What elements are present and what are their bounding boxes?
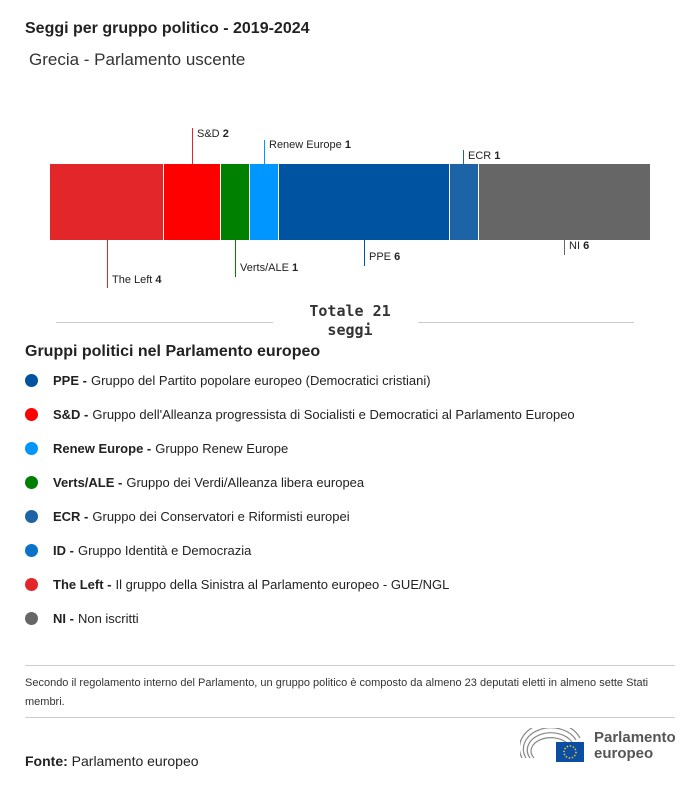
legend-dot-icon xyxy=(25,578,38,591)
legend-item: NI - Non iscritti xyxy=(25,611,139,626)
label-value: 2 xyxy=(222,128,229,140)
parliament-logo: Parlamento europeo xyxy=(520,728,684,764)
label-name: PPE xyxy=(369,251,392,263)
label-name: The Left xyxy=(112,274,153,286)
legend-item: ECR - Gruppo dei Conservatori e Riformist… xyxy=(25,509,350,524)
legend-abbr: PPE - xyxy=(53,373,87,388)
legend-dot-icon xyxy=(25,408,38,421)
legend-dot-icon xyxy=(25,510,38,523)
leader-line-left xyxy=(107,240,108,288)
bar-segment-verts-ale xyxy=(221,164,250,240)
label-value: 1 xyxy=(344,139,351,151)
label-name: S&D xyxy=(197,128,220,140)
leader-line-renew xyxy=(264,140,265,164)
legend-dot-icon xyxy=(25,374,38,387)
legend-abbr: ID - xyxy=(53,543,74,558)
label-name: Renew Europe xyxy=(269,139,342,151)
source: Fonte: Parlamento europeo xyxy=(25,753,199,769)
legend-desc: Gruppo dei Conservatori e Riformisti eur… xyxy=(92,509,350,524)
divider xyxy=(25,717,675,718)
legend-abbr: S&D - xyxy=(53,407,89,422)
leader-line-verts xyxy=(235,240,236,277)
divider xyxy=(418,322,634,323)
leader-line-ppe xyxy=(364,240,365,266)
label-sd: S&D 2 xyxy=(197,128,229,140)
legend-abbr: Renew Europe - xyxy=(53,441,152,456)
leader-line-sd xyxy=(192,128,193,164)
legend-item: PPE - Gruppo del Partito popolare europeo… xyxy=(25,373,431,388)
legend-item: Verts/ALE - Gruppo dei Verdi/Alleanza lib… xyxy=(25,475,364,490)
legend-dot-icon xyxy=(25,476,38,489)
label-the-left: The Left 4 xyxy=(112,274,162,286)
bar-segment-the-left xyxy=(50,164,165,240)
source-label: Fonte: xyxy=(25,753,68,769)
legend-desc: Gruppo Identità e Democrazia xyxy=(77,543,252,558)
legend-abbr: ECR - xyxy=(53,509,89,524)
hemicycle-flag-icon xyxy=(520,728,584,762)
label-value: 6 xyxy=(394,251,401,263)
label-value: 1 xyxy=(291,262,299,274)
legend-abbr: The Left - xyxy=(53,577,112,592)
legend-item: S&D - Gruppo dell'Alleanza progressista d… xyxy=(25,407,575,422)
stacked-bar xyxy=(50,164,650,240)
label-name: ECR xyxy=(468,150,492,162)
label-value: 6 xyxy=(583,240,590,252)
legend-item: The Left - Il gruppo della Sinistra al Pa… xyxy=(25,577,449,592)
bar-segment-ppe xyxy=(278,164,450,240)
legend-dot-icon xyxy=(25,544,38,557)
label-value: 4 xyxy=(155,274,162,286)
chart-subtitle: Grecia - Parlamento uscente xyxy=(29,50,246,69)
leader-line-ecr xyxy=(463,150,464,164)
total-seats: Totale 21 seggi xyxy=(309,302,391,339)
label-name: Verts/ALE xyxy=(240,262,289,274)
legend-desc: Il gruppo della Sinistra al Parlamento e… xyxy=(115,577,450,592)
legend-desc: Non iscritti xyxy=(77,611,139,626)
legend-title: Gruppi politici nel Parlamento europeo xyxy=(25,343,321,360)
label-renew: Renew Europe 1 xyxy=(269,139,351,151)
legend-desc: Gruppo dell'Alleanza progressista di Soc… xyxy=(92,407,575,422)
bar-segment-s-d xyxy=(164,164,222,240)
footnote: Secondo il regolamento interno del Parla… xyxy=(25,677,649,708)
source-value: Parlamento europeo xyxy=(71,753,199,769)
bar-segment-ecr xyxy=(449,164,479,240)
bar-segment-renew-europe xyxy=(249,164,279,240)
label-name: NI xyxy=(569,240,580,252)
label-ecr: ECR 1 xyxy=(468,150,500,162)
legend-dot-icon xyxy=(25,442,38,455)
legend-item: ID - Gruppo Identità e Democrazia xyxy=(25,543,251,558)
label-verts: Verts/ALE 1 xyxy=(240,262,298,274)
label-ppe: PPE 6 xyxy=(369,251,400,263)
divider xyxy=(56,322,273,323)
leader-line-ni xyxy=(564,240,565,255)
legend-dot-icon xyxy=(25,612,38,625)
legend-item: Renew Europe - Gruppo Renew Europe xyxy=(25,441,288,456)
legend-desc: Gruppo dei Verdi/Alleanza libera europea xyxy=(126,475,365,490)
legend-desc: Gruppo del Partito popolare europeo (Dem… xyxy=(90,373,431,388)
bar-segment-ni xyxy=(478,164,650,240)
divider xyxy=(25,665,675,666)
label-ni: NI 6 xyxy=(569,240,589,252)
logo-text: Parlamento europeo xyxy=(594,729,676,762)
legend-desc: Gruppo Renew Europe xyxy=(155,441,289,456)
legend-abbr: Verts/ALE - xyxy=(53,475,123,490)
legend-abbr: NI - xyxy=(53,611,74,626)
chart-title: Seggi per gruppo politico - 2019-2024 xyxy=(25,20,310,37)
label-value: 1 xyxy=(494,150,501,162)
